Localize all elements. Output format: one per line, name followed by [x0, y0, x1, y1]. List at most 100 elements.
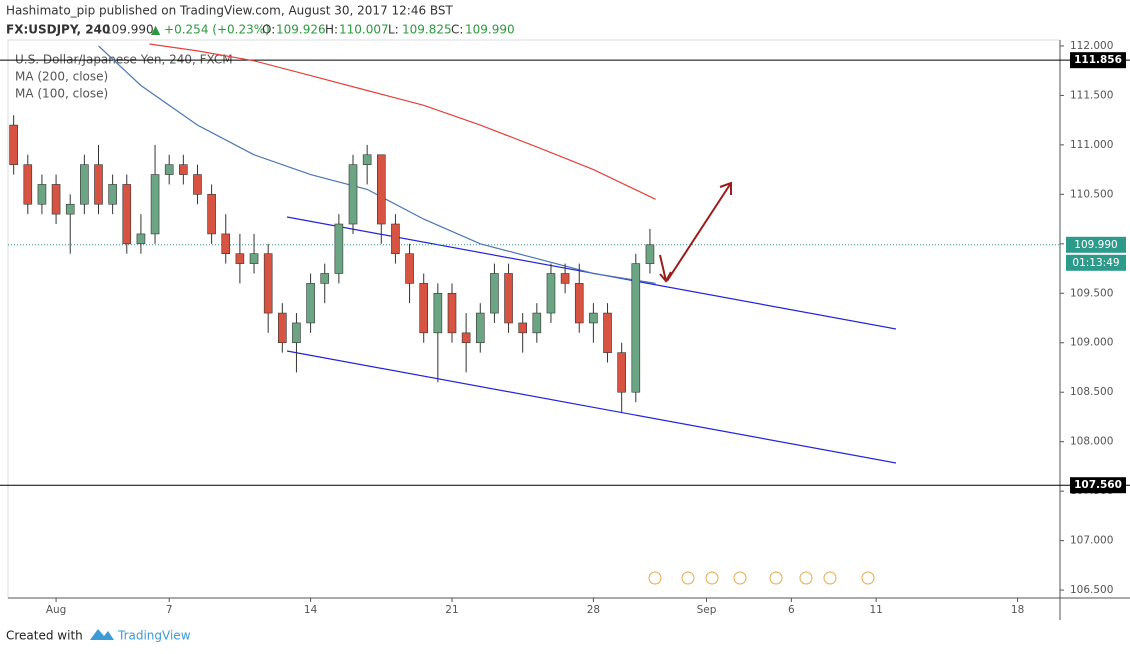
logo — [90, 629, 114, 640]
candle-body — [461, 332, 471, 344]
footer-brand[interactable]: TradingView — [117, 629, 191, 643]
y-tick-label: 110.500 — [1070, 188, 1113, 200]
candle-body — [490, 273, 499, 314]
candle-body — [94, 164, 103, 205]
candle-body — [37, 184, 47, 205]
candle-body — [249, 253, 259, 264]
candle-body — [263, 253, 273, 314]
y-tick-label: 108.000 — [1070, 436, 1113, 448]
last-price-header: 109.990 — [104, 23, 154, 37]
candle-body — [320, 273, 330, 284]
candle-body — [278, 312, 287, 344]
trend-line — [286, 350, 897, 464]
candle-body — [108, 184, 117, 205]
footer-bg — [0, 620, 1130, 654]
legend-entry: MA (200, close) — [15, 70, 108, 84]
candle-body — [334, 223, 344, 274]
ma-line — [98, 45, 656, 284]
candle-body — [306, 283, 315, 324]
x-tick-label: Sep — [697, 604, 717, 616]
publish-line: Hashimato_pip published on TradingView.c… — [6, 4, 454, 18]
arrows — [659, 181, 732, 283]
candle-body — [589, 312, 598, 324]
last-price-label: 109.990 — [1074, 239, 1117, 251]
candle-body — [136, 233, 146, 245]
y-tick-label: 107.000 — [1070, 535, 1113, 547]
candle-body — [122, 184, 132, 245]
candle-body — [235, 253, 245, 264]
ohlc-key: L: — [388, 23, 399, 37]
candle-body — [405, 253, 414, 284]
price-tag-label: 107.560 — [1074, 479, 1122, 491]
countdown-tag — [1066, 254, 1126, 271]
candle-body — [560, 273, 570, 284]
candle-body — [23, 164, 33, 205]
candle-body — [532, 312, 542, 334]
candle-body — [150, 174, 160, 235]
event-icons — [648, 571, 875, 585]
candle-body — [9, 124, 18, 165]
ohlc-key: H: — [325, 23, 338, 37]
candle-body — [631, 263, 641, 393]
y-tick-label: 109.500 — [1070, 287, 1113, 299]
candle-body — [164, 164, 174, 175]
x-tick-label: 11 — [869, 604, 882, 616]
change: ▲ +0.254 (+0.23%) — [151, 23, 270, 37]
candle-body — [362, 154, 372, 165]
candle-body — [447, 292, 457, 334]
x-tick-label: Aug — [46, 604, 67, 616]
candle-body — [433, 292, 443, 334]
legend-entry: MA (100, close) — [15, 87, 108, 101]
candle-body — [475, 312, 485, 344]
candle-body — [574, 283, 584, 324]
ohlc-value: 110.007 — [339, 23, 389, 37]
ohlc-value: 109.926 — [276, 23, 326, 37]
y-tick-label: 108.500 — [1070, 386, 1113, 398]
price-tag-label: 111.856 — [1074, 54, 1122, 66]
candle-body — [518, 322, 527, 334]
x-tick-label: 7 — [166, 604, 173, 616]
y-tick-label: 112.000 — [1070, 40, 1113, 52]
price-tag — [1070, 52, 1126, 69]
candle-body — [617, 352, 626, 393]
candle-body — [391, 223, 400, 255]
candle-body — [221, 233, 231, 255]
candle-body — [80, 164, 89, 205]
candle-body — [546, 273, 556, 314]
ohlc-value: 109.990 — [465, 23, 515, 37]
ohlc-key: O: — [262, 23, 275, 37]
last-price-tag — [1066, 236, 1126, 253]
x-tick-label: 28 — [587, 604, 600, 616]
x-tick-label: 21 — [445, 604, 458, 616]
x-tick-label: 14 — [304, 604, 318, 616]
ohlc-key: C: — [451, 23, 463, 37]
candle-body — [603, 312, 612, 353]
candle-body — [65, 203, 75, 215]
candle-body — [645, 244, 655, 264]
candle-body — [419, 283, 429, 334]
y-tick-label: 111.000 — [1070, 139, 1113, 151]
countdown-label: 01:13:49 — [1072, 257, 1119, 269]
ma-line — [149, 43, 656, 200]
symbol: FX:USDJPY, 240 — [6, 23, 110, 37]
candle-body — [179, 164, 188, 175]
ohlc: O: 109.926 H: 110.007 L: 109.825 C: 109.990 — [262, 23, 515, 37]
legend-entry: U.S. Dollar/Japanese Yen, 240, FXCM — [15, 53, 233, 67]
candle-body — [292, 322, 301, 344]
x-tick-label: 6 — [788, 604, 795, 616]
y-tick-label: 111.500 — [1070, 89, 1113, 101]
footer-created: Created with — [6, 629, 83, 643]
candle-body — [193, 174, 202, 195]
y-tick-label: 106.500 — [1070, 584, 1113, 596]
y-tick-label: 109.000 — [1070, 337, 1113, 349]
candle-body — [207, 194, 216, 235]
candle-body — [504, 273, 513, 324]
x-tick-label: 18 — [1011, 604, 1024, 616]
ohlc-value: 109.825 — [402, 23, 452, 37]
candle-body — [51, 184, 61, 215]
price-tag — [1070, 477, 1126, 494]
candle-body — [376, 154, 386, 225]
candle-body — [348, 164, 358, 225]
